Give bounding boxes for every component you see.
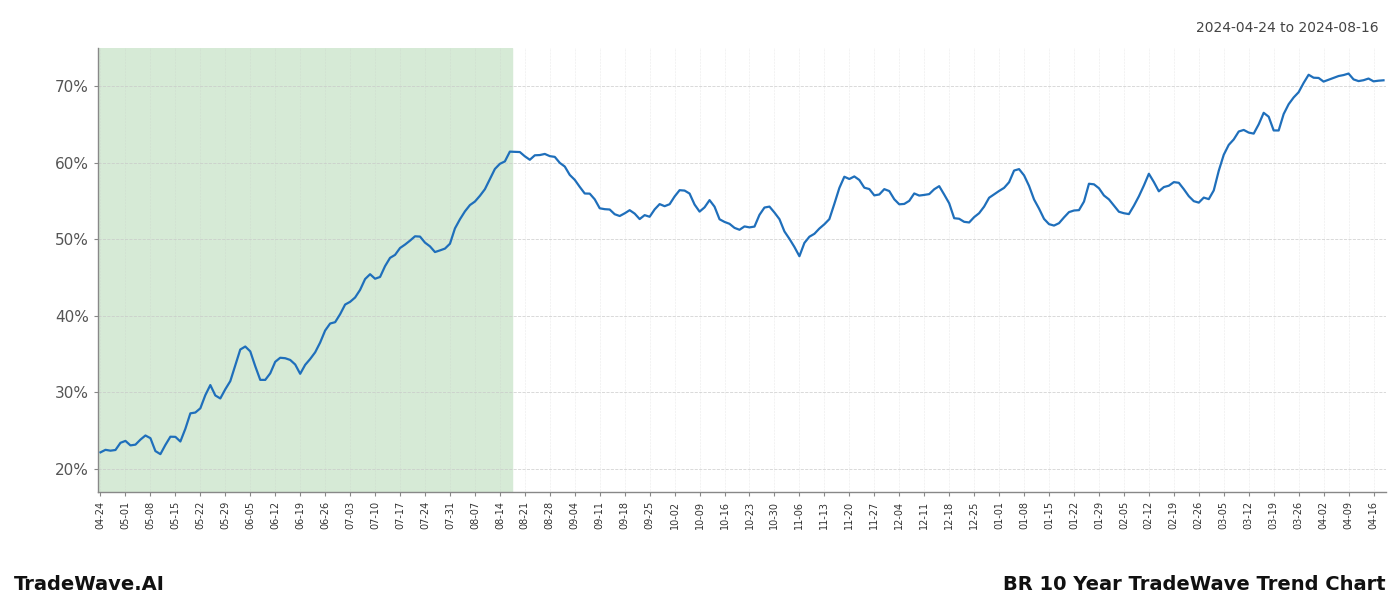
Bar [98, 48, 512, 492]
Text: TradeWave.AI: TradeWave.AI [14, 575, 165, 594]
Text: 2024-04-24 to 2024-08-16: 2024-04-24 to 2024-08-16 [1197, 21, 1379, 35]
Text: BR 10 Year TradeWave Trend Chart: BR 10 Year TradeWave Trend Chart [1004, 575, 1386, 594]
